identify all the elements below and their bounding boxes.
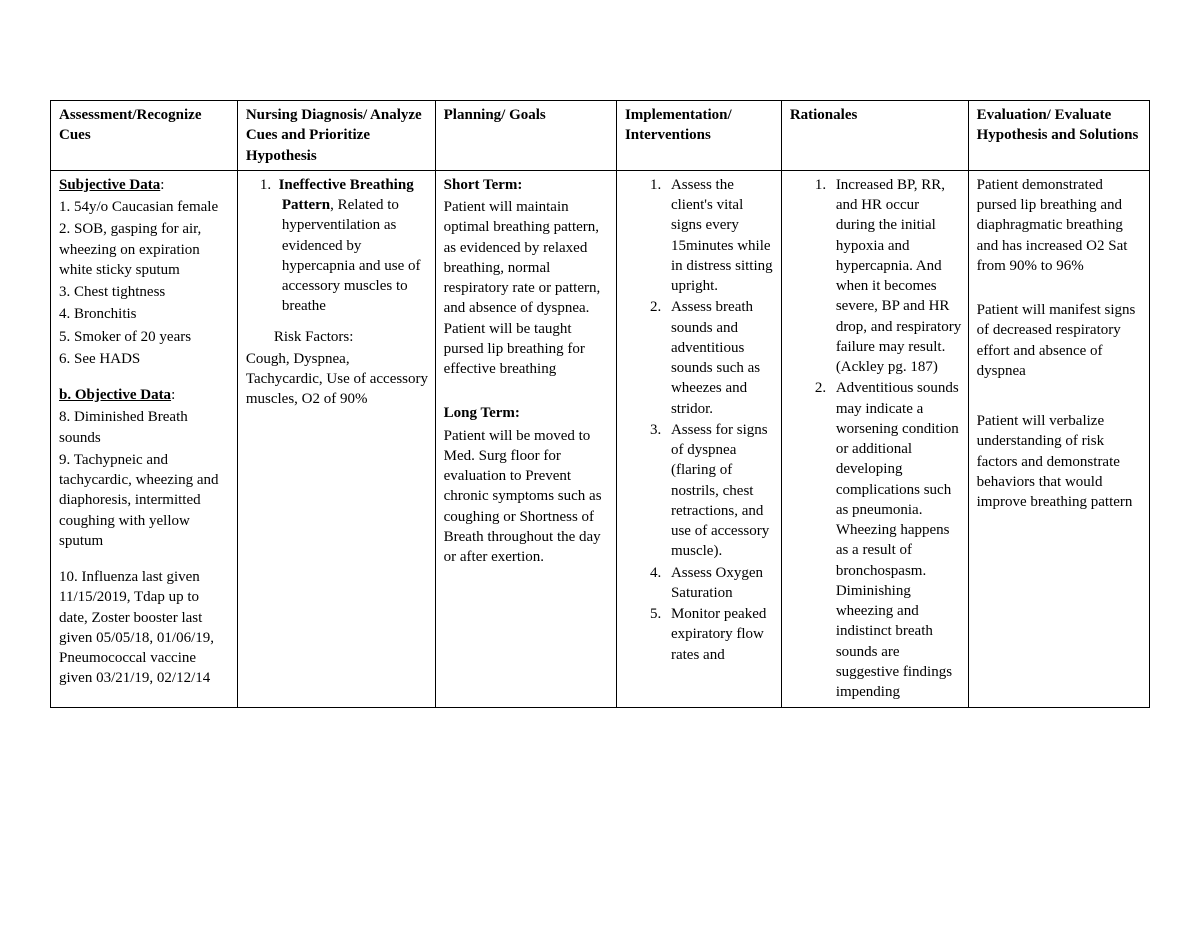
obj-item: 10. Influenza last given 11/15/2019, Tda… <box>59 567 231 689</box>
impl-item: Assess for signs of dyspnea (flaring of … <box>665 420 775 562</box>
impl-item: Monitor peaked expiratory flow rates and <box>665 604 775 665</box>
impl-item: Assess Oxygen Saturation <box>665 563 775 604</box>
rationale-item: Increased BP, RR, and HR occur during th… <box>830 175 962 378</box>
cell-assessment: Subjective Data: 1. 54y/o Caucasian fema… <box>51 170 238 708</box>
header-implementation: Implementation/ Interventions <box>616 101 781 171</box>
cell-planning: Short Term: Patient will maintain optima… <box>435 170 616 708</box>
dx-item: 1. Ineffective Breathing Pattern, Relate… <box>246 175 429 317</box>
header-evaluation: Evaluation/ Evaluate Hypothesis and Solu… <box>968 101 1149 171</box>
impl-item: Assess the client's vital signs every 15… <box>665 175 775 297</box>
obj-item: 9. Tachypneic and tachycardic, wheezing … <box>59 450 231 551</box>
eval-item: Patient demonstrated pursed lip breathin… <box>977 175 1143 276</box>
objective-heading: b. Objective Data <box>59 387 171 403</box>
subjective-heading: Subjective Data <box>59 177 160 193</box>
cell-rationales: Increased BP, RR, and HR occur during th… <box>781 170 968 708</box>
risk-factors-label: Risk Factors: <box>246 327 429 347</box>
eval-item: Patient will manifest signs of decreased… <box>977 300 1143 381</box>
cell-evaluation: Patient demonstrated pursed lip breathin… <box>968 170 1149 708</box>
short-term-label: Short Term: <box>444 175 610 195</box>
eval-item: Patient will verbalize understanding of … <box>977 411 1143 512</box>
header-row: Assessment/Recognize Cues Nursing Diagno… <box>51 101 1150 171</box>
table-row: Subjective Data: 1. 54y/o Caucasian fema… <box>51 170 1150 708</box>
subj-item: 3. Chest tightness <box>59 282 231 302</box>
cell-diagnosis: 1. Ineffective Breathing Pattern, Relate… <box>237 170 435 708</box>
document-page: Assessment/Recognize Cues Nursing Diagno… <box>0 0 1200 708</box>
rationales-list: Increased BP, RR, and HR occur during th… <box>790 175 962 703</box>
header-diagnosis: Nursing Diagnosis/ Analyze Cues and Prio… <box>237 101 435 171</box>
subj-item: 5. Smoker of 20 years <box>59 327 231 347</box>
long-term-text: Patient will be moved to Med. Surg floor… <box>444 426 610 568</box>
short-term-text: Patient will maintain optimal breathing … <box>444 197 610 379</box>
cell-implementation: Assess the client's vital signs every 15… <box>616 170 781 708</box>
header-planning: Planning/ Goals <box>435 101 616 171</box>
implementation-list: Assess the client's vital signs every 15… <box>625 175 775 665</box>
header-rationales: Rationales <box>781 101 968 171</box>
obj-item: 8. Diminished Breath sounds <box>59 407 231 448</box>
header-assessment: Assessment/Recognize Cues <box>51 101 238 171</box>
impl-item: Assess breath sounds and adventitious so… <box>665 297 775 419</box>
long-term-label: Long Term: <box>444 403 610 423</box>
care-plan-table: Assessment/Recognize Cues Nursing Diagno… <box>50 100 1150 708</box>
rationale-item: Adventitious sounds may indicate a worse… <box>830 378 962 702</box>
subj-item: 2. SOB, gasping for air, wheezing on exp… <box>59 219 231 280</box>
subj-item: 1. 54y/o Caucasian female <box>59 197 231 217</box>
subj-item: 6. See HADS <box>59 349 231 369</box>
subj-item: 4. Bronchitis <box>59 304 231 324</box>
risk-factors-text: Cough, Dyspnea, Tachycardic, Use of acce… <box>246 349 429 410</box>
